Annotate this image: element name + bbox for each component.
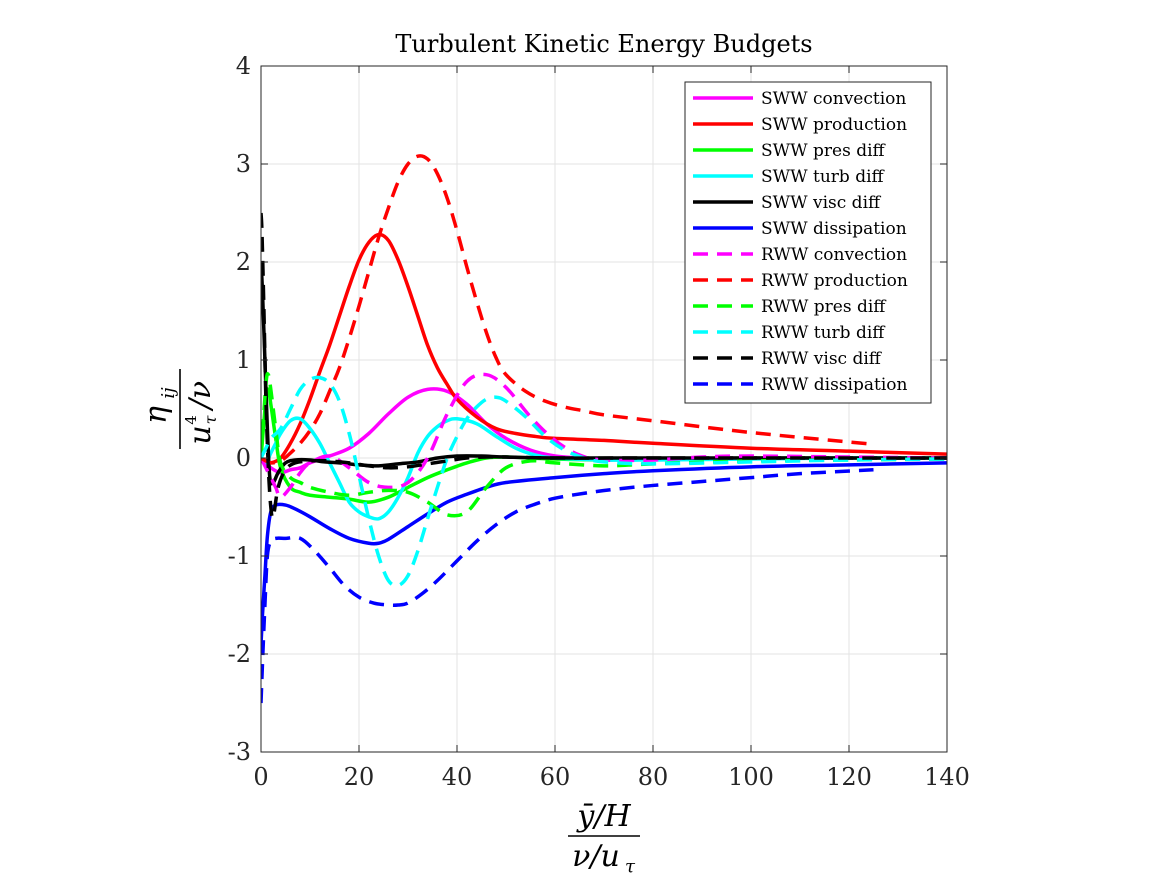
legend-label-sww-turb-diff: SWW turb diff xyxy=(761,167,886,187)
x-tick-label-4: 80 xyxy=(638,763,669,791)
x-tick-label-1: 20 xyxy=(344,763,375,791)
x-tick-label-6: 120 xyxy=(826,763,872,791)
tick-labels: 0 20 40 60 80 100 120 140 -3 -2 -1 0 1 2 3 4 xyxy=(228,52,970,791)
series-layer xyxy=(261,154,947,704)
x-tick-label-2: 40 xyxy=(442,763,473,791)
x-axis-label: ȳ/H ν/u τ xyxy=(568,799,640,875)
x-axis-label-numerator: ȳ/H xyxy=(575,799,631,834)
legend-label-rww-production: RWW production xyxy=(761,271,908,291)
legend-label-rww-turb-diff: RWW turb diff xyxy=(761,323,886,343)
legend-label-sww-dissipation: SWW dissipation xyxy=(761,219,907,239)
chart-title: Turbulent Kinetic Energy Budgets xyxy=(395,30,812,58)
y-tick-label-3: 0 xyxy=(236,444,251,472)
y-axis-label-denominator-sup: 4 xyxy=(182,415,200,425)
legend-label-rww-convection: RWW convection xyxy=(761,245,907,265)
y-axis-label-denominator-sub: τ xyxy=(201,414,220,424)
legend-label-rww-pres-diff: RWW pres diff xyxy=(761,297,887,317)
y-axis-label-denominator-tail: /ν xyxy=(183,381,218,412)
series-line-rww-visc-diff xyxy=(261,212,947,520)
legend: SWW convection SWW production SWW pres dif… xyxy=(684,81,932,404)
legend-label-rww-dissipation: RWW dissipation xyxy=(761,375,908,395)
axis-ticks xyxy=(260,65,948,753)
x-tick-label-0: 0 xyxy=(253,763,268,791)
y-axis-label-numerator: η xyxy=(139,406,174,424)
legend-box xyxy=(684,81,932,404)
legend-label-sww-convection: SWW convection xyxy=(761,89,906,109)
x-tick-label-3: 60 xyxy=(540,763,571,791)
series-line-rww-production xyxy=(261,154,874,465)
legend-label-rww-visc-diff: RWW visc diff xyxy=(761,349,883,369)
x-tick-label-7: 140 xyxy=(924,763,970,791)
x-tick-label-5: 100 xyxy=(728,763,774,791)
plot-frame xyxy=(260,65,948,753)
x-axis-label-denominator: ν/u xyxy=(572,839,620,874)
y-tick-label-4: 1 xyxy=(236,346,251,374)
y-axis-label-numerator-sub: ij xyxy=(158,387,179,399)
series-line-rww-turb-diff xyxy=(261,375,947,588)
y-tick-label-2: -1 xyxy=(228,542,251,570)
y-tick-label-5: 2 xyxy=(236,248,251,276)
legend-label-sww-visc-diff: SWW visc diff xyxy=(761,193,882,213)
legend-label-sww-production: SWW production xyxy=(761,115,907,135)
series-line-rww-convection xyxy=(261,372,947,499)
y-axis-label-denominator: u xyxy=(183,425,218,444)
series-line-rww-dissipation xyxy=(261,468,874,704)
legend-label-sww-pres-diff: SWW pres diff xyxy=(761,141,887,161)
x-axis-label-denominator-sub: τ xyxy=(625,856,636,875)
y-tick-label-1: -2 xyxy=(228,640,251,668)
y-axis-label: η ij u 4 τ /ν xyxy=(139,369,220,449)
y-tick-label-6: 3 xyxy=(236,150,251,178)
y-tick-label-0: -3 xyxy=(228,738,251,766)
y-tick-label-7: 4 xyxy=(236,52,251,80)
